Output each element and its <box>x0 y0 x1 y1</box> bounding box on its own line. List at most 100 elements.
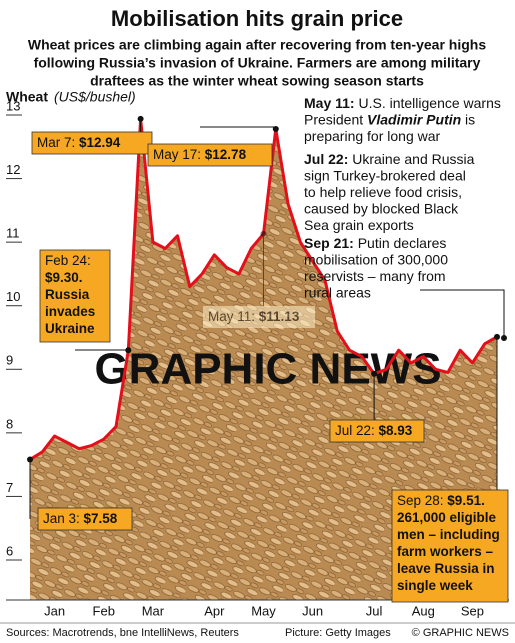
callout-dot <box>27 456 33 463</box>
annotation-text: to help relieve food crisis, <box>304 184 462 200</box>
annotation-text: Jul 22: <box>335 423 379 438</box>
annotation-line: preparing for long war <box>304 128 441 144</box>
annotation-text: single week <box>397 578 473 593</box>
annotation-text: Putin declares <box>358 235 447 251</box>
annotation-text: Jul 22: <box>304 151 352 167</box>
y-axis-unit: (US$/bushel) <box>54 89 136 105</box>
annotation-line: Jan 3: $7.58 <box>43 511 118 526</box>
callout-box <box>31 131 153 155</box>
annotation-line: Sea grain exports <box>304 217 414 233</box>
y-tick-label: 12 <box>6 162 20 177</box>
callout-connector <box>200 126 277 129</box>
annotation-line: May 11: $11.13 <box>208 309 300 324</box>
annotation-line: men – including <box>397 527 500 542</box>
annotation-line: Sep 21: Putin declares <box>304 235 446 251</box>
callout: Jul 22: $8.93 <box>329 370 425 443</box>
annotation-text: Ukraine <box>45 321 95 336</box>
subtitle: Wheat prices are climbing again after re… <box>28 37 486 53</box>
callout-dot <box>371 370 378 377</box>
annotation-text: $11.13 <box>259 309 300 324</box>
annotation-text: is <box>461 111 475 127</box>
annotation-text: Feb 24: <box>45 253 91 268</box>
y-tick-label: 8 <box>6 416 13 431</box>
watermark: GRAPHIC NEWS <box>94 345 441 394</box>
annotation-text: Sea grain exports <box>304 217 414 233</box>
x-tick-label: May <box>251 603 276 618</box>
annotation-line: caused by blocked Black <box>304 200 459 216</box>
annotation-text: May 11: <box>208 309 259 324</box>
callout-dot <box>272 125 279 132</box>
callout-box <box>391 489 509 603</box>
annotation-text: caused by blocked Black <box>304 200 459 216</box>
annotation-text: reservists – many from <box>304 268 446 284</box>
sources: Sources: Macrotrends, bne IntelliNews, R… <box>6 627 239 639</box>
annotation-text: rural areas <box>304 284 371 300</box>
annotation-line: Jul 22: $8.93 <box>335 423 413 438</box>
annotation-line: single week <box>397 578 473 593</box>
credit: © GRAPHIC NEWS <box>412 627 509 639</box>
callout-dot <box>260 230 267 237</box>
y-axis-label: Wheat <box>6 89 48 105</box>
subtitle: draftees as the winter wheat sowing seas… <box>90 73 424 89</box>
callout: Jan 3: $7.58 <box>27 456 133 531</box>
annotation-text: $12.94 <box>79 135 121 150</box>
annotation-text: $8.93 <box>379 423 413 438</box>
annotation-line: reservists – many from <box>304 268 446 284</box>
annotation-text: Jan 3: <box>43 511 84 526</box>
annotation-line: invades <box>45 304 95 319</box>
picture-credit: Picture: Getty Images <box>285 627 391 639</box>
x-tick-label: Feb <box>93 603 115 618</box>
y-tick-label: 13 <box>6 98 20 113</box>
callout-connector <box>496 336 500 491</box>
callout: May 11: $11.13 <box>203 230 315 328</box>
annotation-line: Russia <box>45 287 90 302</box>
annotation-line: $9.30. <box>45 270 83 285</box>
callout: Feb 24: $9.30. Russia invades Ukraine <box>39 249 132 354</box>
annotation-text: preparing for long war <box>304 128 441 144</box>
annotation-text: May 11: <box>304 95 358 111</box>
x-tick-label: Sep <box>461 603 484 618</box>
annotation-text: 261,000 eligible <box>397 510 497 525</box>
annotation-text: $12.78 <box>205 147 247 162</box>
annotation-text: $7.58 <box>84 511 118 526</box>
annotation-text: mobilisation of 300,000 <box>304 251 448 267</box>
annotation-line: Sep 28: $9.51. <box>397 493 485 508</box>
annotation-text: Sep 28: <box>397 493 447 508</box>
callout-box <box>203 306 315 328</box>
annotation-text: Mar 7: <box>37 135 79 150</box>
callout-connector <box>263 233 264 307</box>
annotation-line: May 11: U.S. intelligence warns <box>304 95 501 111</box>
annotation-line: Feb 24: <box>45 253 91 268</box>
annotation-line: farm workers – <box>397 544 494 559</box>
y-tick-label: 6 <box>6 543 13 558</box>
annotation-line: 261,000 eligible <box>397 510 497 525</box>
y-tick-label: 9 <box>6 353 13 368</box>
y-tick-label: 7 <box>6 480 13 495</box>
x-tick-label: Jan <box>44 603 65 618</box>
callout-box <box>39 249 111 343</box>
y-tick-label: 10 <box>6 289 20 304</box>
annotation-line: leave Russia in <box>397 561 495 576</box>
annotation-text: $9.30. <box>45 270 83 285</box>
chart-title: Mobilisation hits grain price <box>111 6 403 31</box>
x-tick-label: Jun <box>302 603 323 618</box>
annotation-text: farm workers – <box>397 544 494 559</box>
x-tick-label: Apr <box>204 603 225 618</box>
subtitle: following Russia’s invasion of Ukraine. … <box>34 55 481 71</box>
x-tick-label: Jul <box>366 603 383 618</box>
annotation-text: men – including <box>397 527 500 542</box>
annotation-line: President Vladimir Putin is <box>304 111 475 127</box>
callout: Mar 7: $12.94 <box>31 115 153 155</box>
annotation-text: President <box>304 111 367 127</box>
annotation-text: $9.51. <box>447 493 485 508</box>
annotation-text: Sep 21: <box>304 235 358 251</box>
x-tick-label: Aug <box>412 603 435 618</box>
callout-dot <box>494 333 500 340</box>
annotation-text: sign Turkey-brokered deal <box>304 167 466 183</box>
annotation-line: Jul 22: Ukraine and Russia <box>304 151 475 167</box>
grain-photo <box>30 118 497 601</box>
y-tick-label: 11 <box>6 226 20 241</box>
annotation-text: invades <box>45 304 95 319</box>
annotation-line: to help relieve food crisis, <box>304 184 462 200</box>
